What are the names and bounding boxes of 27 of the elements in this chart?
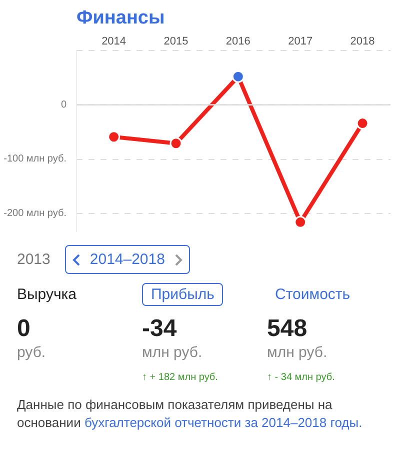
- text: Стоимость: [274, 286, 350, 304]
- y-tick-label: -100 млн руб.: [4, 154, 67, 165]
- text: бухгалтерской отчетности за 2014–2018 годы.: [84, 414, 362, 430]
- text: 548: [267, 314, 308, 342]
- x-tick-label: 2014: [102, 36, 126, 48]
- text: Выручка: [17, 285, 78, 306]
- text: ↑ - 34 млн руб.: [267, 371, 336, 386]
- point: [232, 70, 244, 83]
- x-tick-label: 2015: [164, 36, 188, 48]
- chart-title: Финансы: [76, 8, 165, 28]
- text: 2014–2018: [64, 245, 190, 274]
- x-tick-label: 2017: [288, 36, 313, 48]
- text: руб.: [17, 342, 47, 363]
- point: [356, 117, 369, 130]
- y-tick-label: 0: [60, 99, 67, 110]
- text: 2013: [17, 251, 50, 268]
- y-tick-label: -200 млн руб.: [4, 208, 67, 219]
- point: [108, 130, 120, 144]
- x-tick-label: 2018: [350, 36, 375, 48]
- text: Прибыль: [142, 283, 224, 306]
- text: ↑ + 182 млн руб.: [142, 371, 219, 386]
- point: [294, 216, 307, 228]
- x-tick-label: 2016: [226, 36, 250, 48]
- point: [170, 137, 182, 150]
- text: -34: [142, 314, 178, 342]
- text: млн руб.: [142, 342, 204, 363]
- text: млн руб.: [267, 342, 328, 363]
